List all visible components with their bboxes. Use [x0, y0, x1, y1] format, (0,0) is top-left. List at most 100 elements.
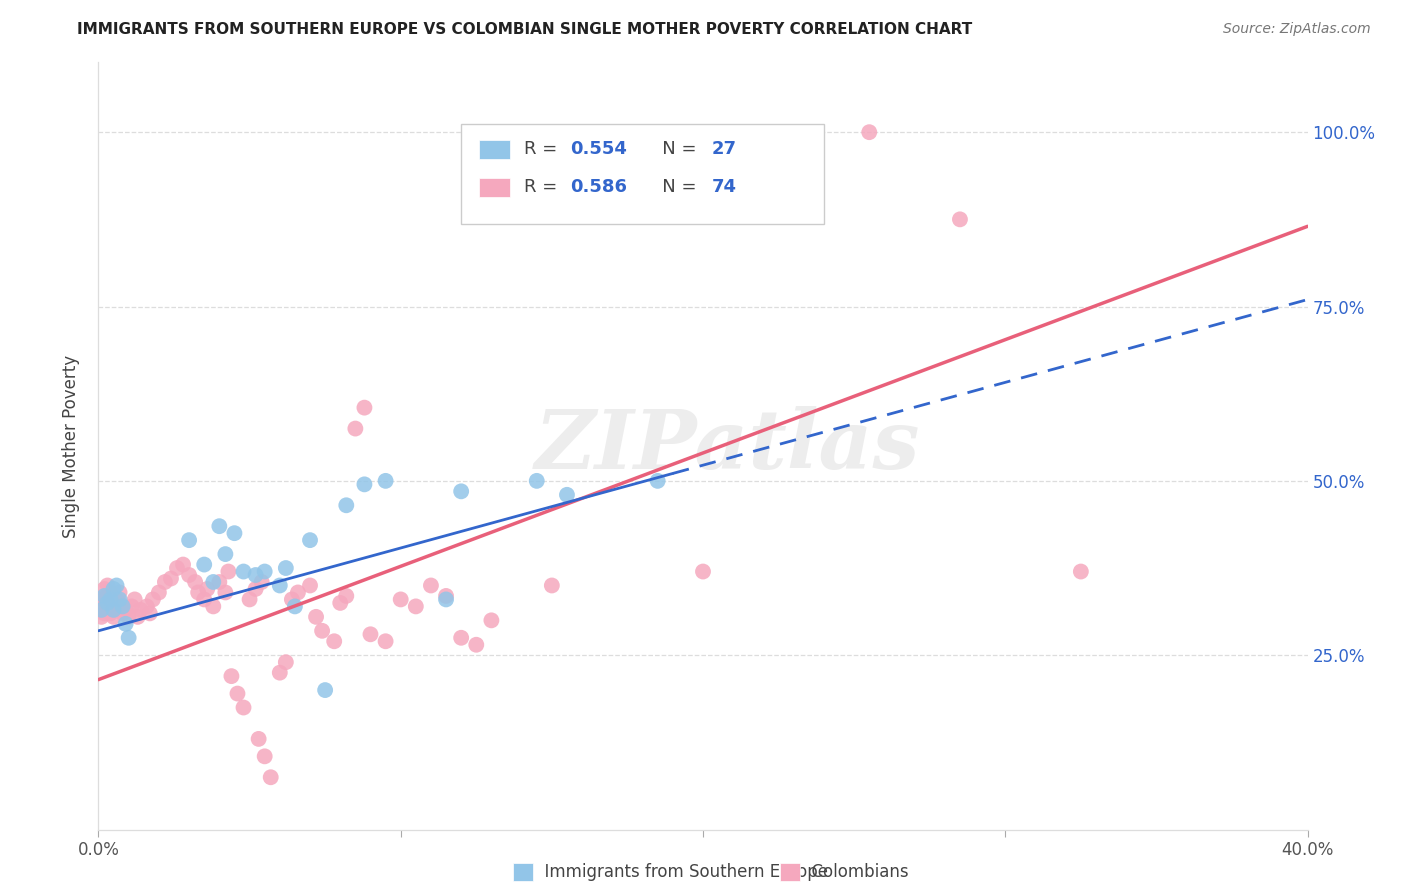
Point	[90, 603, 112, 617]
Point	[281, 592, 304, 607]
Point	[93, 582, 115, 596]
Point	[100, 592, 122, 607]
Point	[129, 603, 152, 617]
Point	[93, 592, 115, 607]
Point	[214, 585, 236, 599]
Point	[96, 599, 118, 614]
Point	[135, 599, 157, 614]
Point	[100, 596, 122, 610]
Point	[314, 683, 336, 698]
Point	[179, 533, 201, 548]
Point	[179, 568, 201, 582]
Text: R =: R =	[524, 178, 562, 196]
Point	[111, 607, 134, 621]
Point	[184, 574, 207, 589]
Point	[103, 610, 125, 624]
Point	[118, 631, 141, 645]
Point	[260, 770, 283, 784]
Point	[217, 565, 239, 579]
Point	[323, 634, 346, 648]
Point	[121, 599, 143, 614]
Point	[193, 592, 215, 607]
Point	[450, 631, 472, 645]
Point	[360, 627, 382, 641]
Point	[299, 578, 322, 592]
Point	[434, 592, 457, 607]
Point	[166, 561, 188, 575]
Point	[405, 599, 427, 614]
Point	[250, 574, 273, 589]
Point	[245, 582, 267, 596]
Point	[114, 616, 136, 631]
Point	[374, 634, 396, 648]
Point	[160, 572, 183, 586]
Point	[253, 749, 276, 764]
Text: 27: 27	[711, 140, 737, 158]
Point	[692, 565, 714, 579]
Point	[93, 607, 115, 621]
Text: 0.586: 0.586	[569, 178, 627, 196]
Point	[139, 607, 162, 621]
Point	[142, 592, 165, 607]
Point	[105, 578, 128, 592]
Text: Colombians: Colombians	[801, 863, 910, 881]
Point	[90, 610, 112, 624]
Point	[118, 610, 141, 624]
Point	[540, 578, 562, 592]
Point	[353, 477, 375, 491]
Point	[105, 592, 128, 607]
Text: Immigrants from Southern Europe: Immigrants from Southern Europe	[534, 863, 828, 881]
Point	[299, 533, 322, 548]
Point	[221, 669, 243, 683]
Point	[232, 700, 254, 714]
Point	[195, 582, 218, 596]
Point	[335, 498, 357, 512]
Bar	[479, 178, 509, 197]
Point	[208, 519, 231, 533]
Text: IMMIGRANTS FROM SOUTHERN EUROPE VS COLOMBIAN SINGLE MOTHER POVERTY CORRELATION C: IMMIGRANTS FROM SOUTHERN EUROPE VS COLOM…	[77, 22, 973, 37]
Point	[90, 603, 112, 617]
FancyBboxPatch shape	[461, 124, 824, 224]
Point	[353, 401, 375, 415]
Point	[274, 561, 297, 575]
Text: 74: 74	[711, 178, 737, 196]
Point	[148, 585, 170, 599]
Point	[555, 488, 578, 502]
Point	[111, 599, 134, 614]
Text: Source: ZipAtlas.com: Source: ZipAtlas.com	[1223, 22, 1371, 37]
Point	[214, 547, 236, 561]
Point	[245, 568, 267, 582]
Point	[224, 526, 246, 541]
Point	[193, 558, 215, 572]
Point	[114, 603, 136, 617]
Point	[389, 592, 412, 607]
Point	[269, 665, 291, 680]
Point	[239, 592, 262, 607]
Point	[374, 474, 396, 488]
Point	[274, 655, 297, 669]
Point	[311, 624, 333, 638]
Point	[105, 603, 128, 617]
Point	[103, 603, 125, 617]
Point	[124, 592, 146, 607]
Point	[202, 574, 225, 589]
Point	[284, 599, 307, 614]
Point	[96, 578, 118, 592]
Point	[858, 125, 880, 139]
Point	[153, 574, 176, 589]
Bar	[479, 139, 509, 159]
Text: ZIPatlas: ZIPatlas	[534, 406, 920, 486]
Point	[481, 613, 503, 627]
Point	[949, 212, 972, 227]
Point	[202, 599, 225, 614]
Point	[108, 585, 131, 599]
Point	[187, 585, 209, 599]
Point	[100, 607, 122, 621]
Point	[526, 474, 548, 488]
Text: R =: R =	[524, 140, 562, 158]
Text: 0.554: 0.554	[569, 140, 627, 158]
Point	[108, 596, 131, 610]
Point	[96, 596, 118, 610]
Y-axis label: Single Mother Poverty: Single Mother Poverty	[62, 354, 80, 538]
Point	[647, 474, 669, 488]
